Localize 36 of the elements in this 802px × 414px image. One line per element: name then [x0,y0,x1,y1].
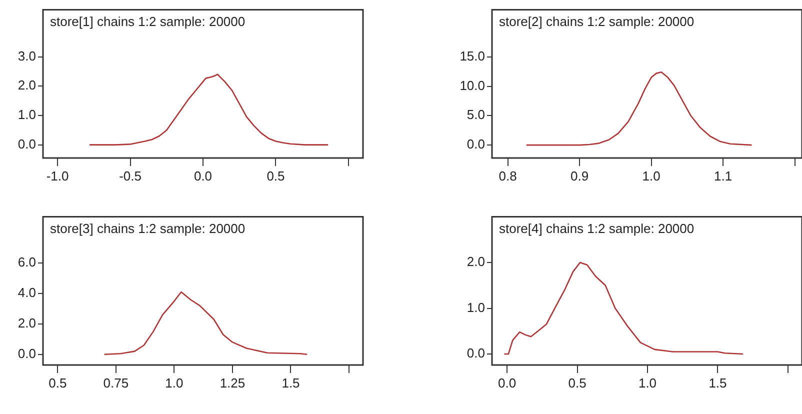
y-tick-label: 0.0 [18,346,36,361]
y-tick-label: 2.0 [18,316,36,331]
x-tick-label: 1.5 [708,375,727,390]
x-tick-label: 0.5 [266,168,285,184]
y-tick-label: 0.0 [466,346,485,361]
x-tick-label: 0.0 [194,168,212,184]
y-tick-label: 0.0 [18,136,36,152]
x-tick-label: 0.8 [498,168,517,184]
y-tick-label: 10.0 [460,78,485,93]
x-tick-label: 1.1 [714,168,732,184]
y-tick-label: 3.0 [18,48,36,64]
x-tick-label: 1.25 [220,375,246,390]
chart-title: store[3] chains 1:2 sample: 20000 [50,220,246,236]
x-tick-label: -1.0 [46,168,69,184]
y-tick-label: 1.0 [466,300,485,315]
x-tick-label: 0.5 [568,375,586,390]
y-tick-label: 5.0 [466,107,485,122]
x-tick-label: 1.5 [282,375,300,390]
x-tick-label: 0.9 [570,168,589,184]
y-tick-label: 2.0 [18,78,36,93]
x-tick-label: 0.5 [48,375,67,390]
x-tick-label: 0.75 [103,375,129,390]
x-tick-label: 0.0 [498,375,516,390]
x-tick-label: -0.5 [119,168,142,184]
y-tick-label: 1.0 [18,107,36,122]
y-tick-label: 6.0 [18,254,36,270]
chart-title: store[1] chains 1:2 sample: 20000 [50,14,246,29]
x-tick-label: 1.0 [642,168,660,184]
x-tick-label: 1.0 [638,375,657,390]
chart-title: store[2] chains 1:2 sample: 20000 [499,14,694,29]
y-tick-label: 15.0 [460,48,485,64]
y-tick-label: 2.0 [466,254,485,270]
x-tick-label: 1.0 [165,375,184,390]
chart-title: store[4] chains 1:2 sample: 20000 [499,220,694,236]
y-tick-label: 4.0 [18,285,36,300]
y-tick-label: 0.0 [466,136,485,152]
